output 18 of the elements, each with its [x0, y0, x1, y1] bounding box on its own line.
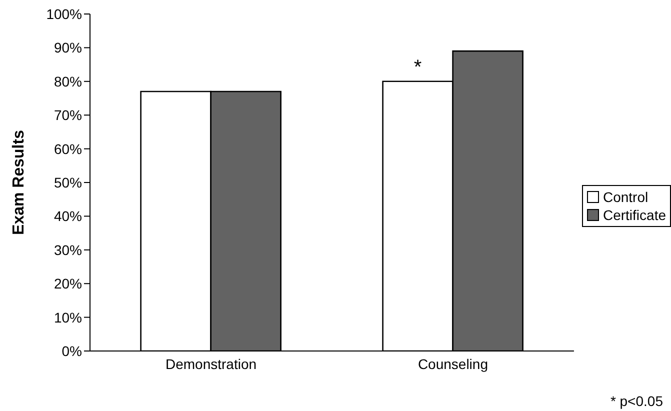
y-tick-label: 70% — [54, 107, 82, 124]
y-tick-label: 40% — [54, 208, 82, 224]
y-tick-label: 60% — [54, 140, 82, 157]
y-tick-label: 100% — [46, 6, 82, 22]
y-tick-label: 20% — [54, 276, 82, 292]
y-tick-label: 80% — [54, 73, 82, 90]
legend-label: Certificate — [602, 206, 666, 224]
x-tick-label: Counseling — [418, 356, 488, 372]
y-tick-label: 30% — [54, 242, 82, 258]
y-axis-title: Exam Results — [10, 130, 28, 235]
y-tick-label: 50% — [54, 174, 82, 190]
y-tick-label: 90% — [54, 40, 82, 56]
x-tick-label: Demonstration — [165, 356, 257, 372]
y-tick-label: 10% — [54, 309, 82, 326]
text: * p<0.05 — [610, 393, 663, 409]
legend-label: Control — [602, 188, 648, 206]
y-tick-label: 0% — [62, 342, 82, 359]
annotation: * — [414, 56, 422, 78]
